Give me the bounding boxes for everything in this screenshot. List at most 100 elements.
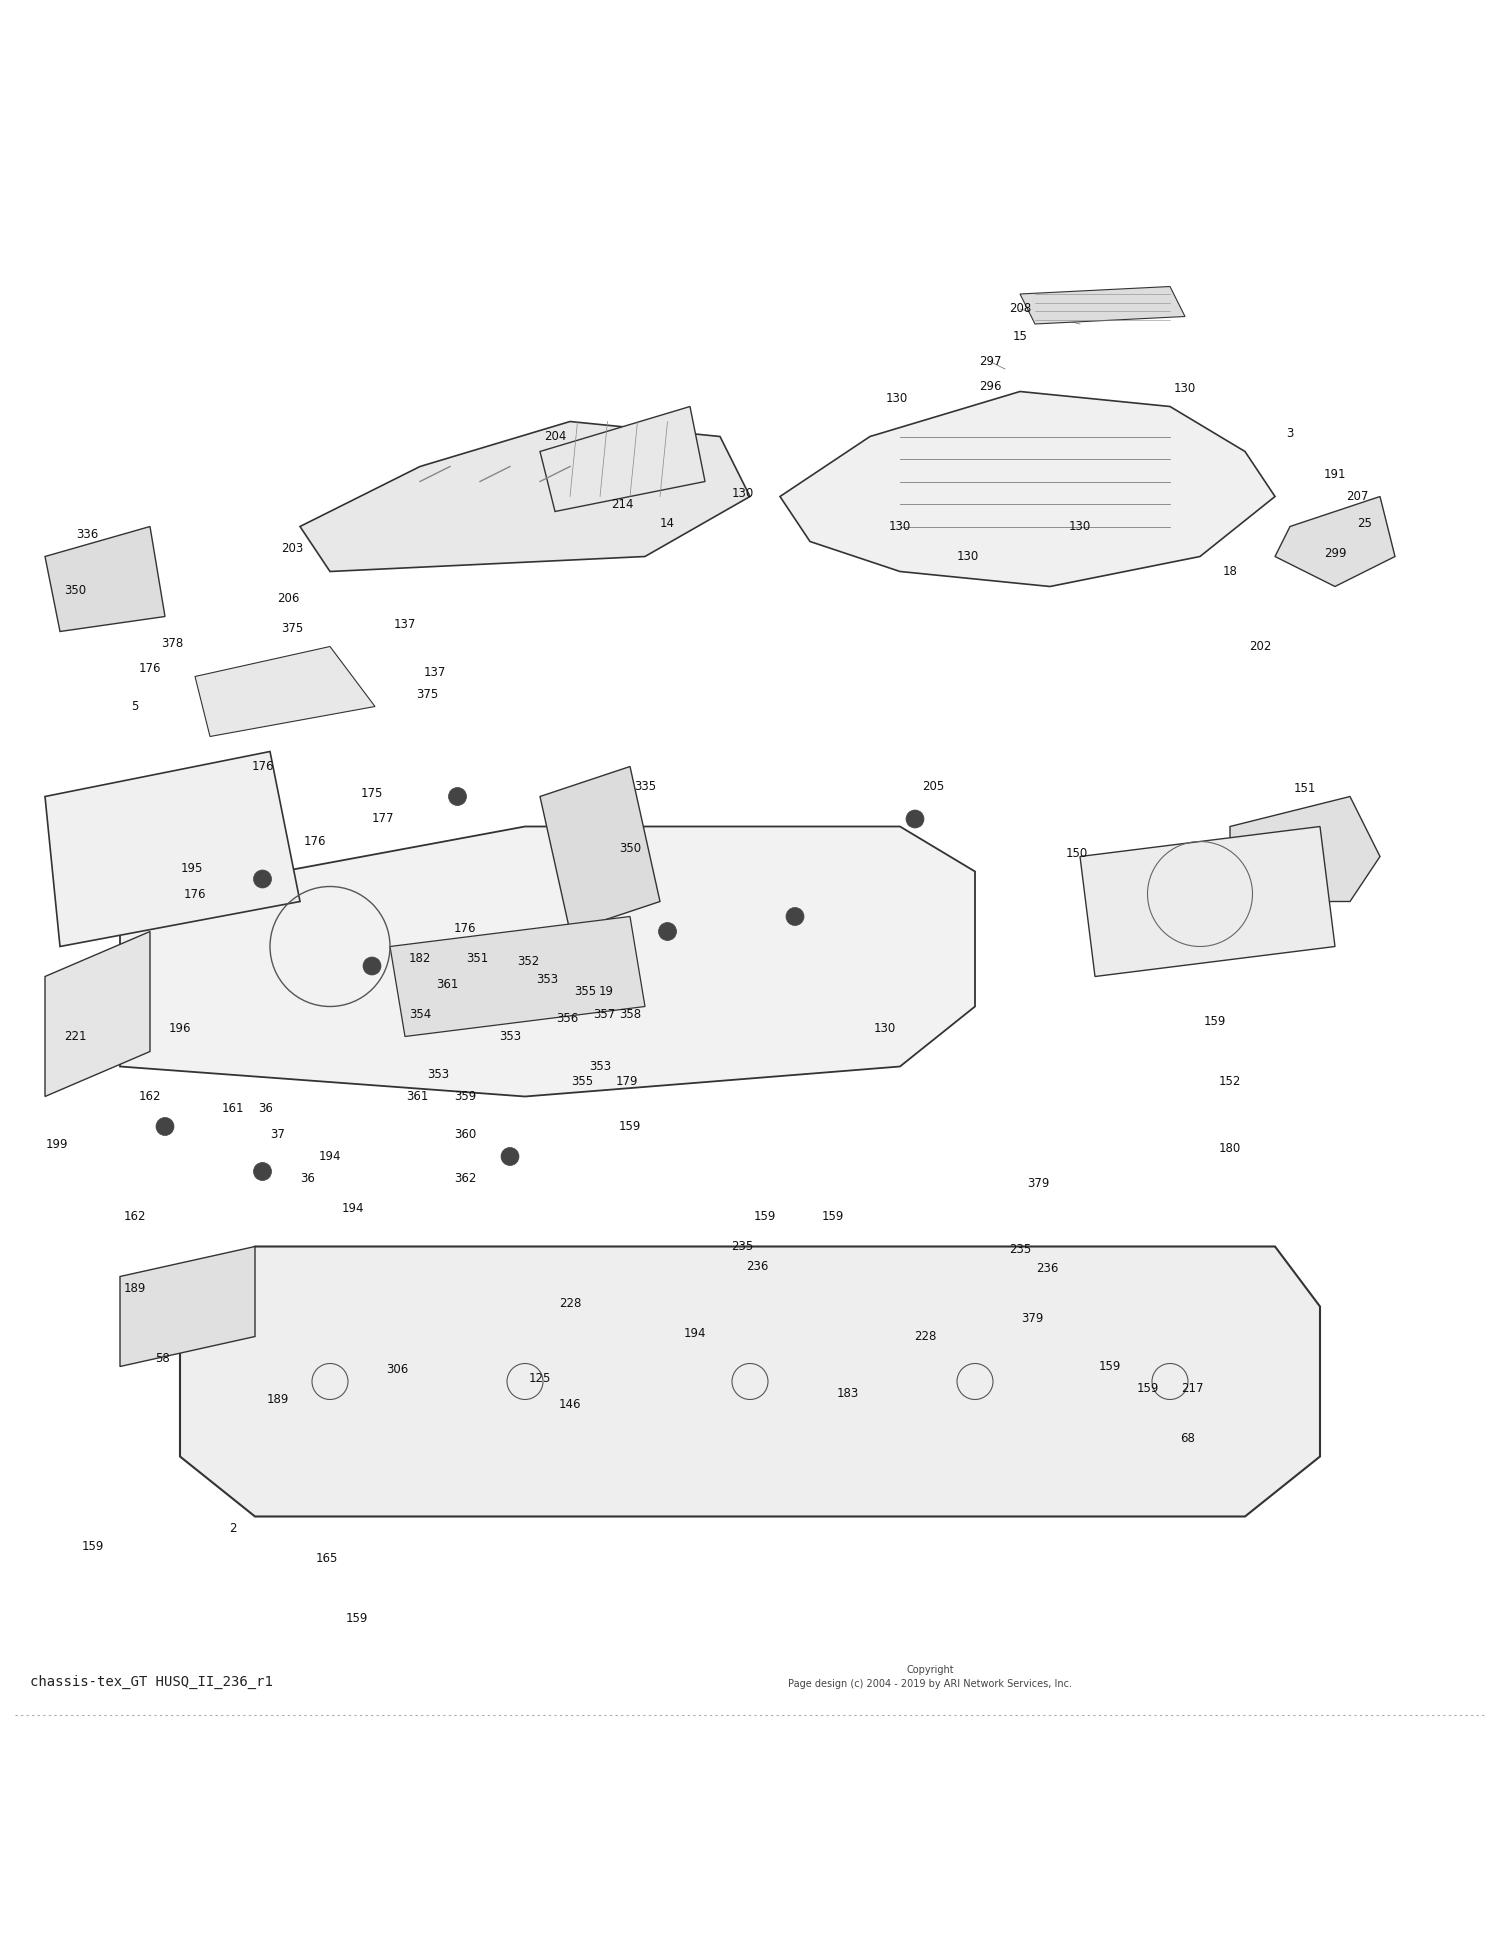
Polygon shape — [300, 422, 750, 572]
Text: 5: 5 — [132, 699, 138, 713]
Circle shape — [254, 869, 272, 889]
Text: ARI PartStream™: ARI PartStream™ — [621, 1049, 789, 1068]
Text: 356: 356 — [556, 1012, 578, 1025]
Text: 159: 159 — [822, 1211, 843, 1223]
Text: 375: 375 — [417, 687, 438, 701]
Polygon shape — [540, 406, 705, 512]
Text: 354: 354 — [410, 1008, 430, 1021]
Polygon shape — [45, 752, 300, 947]
Text: 180: 180 — [1220, 1143, 1240, 1156]
Text: 336: 336 — [76, 527, 98, 541]
Text: 351: 351 — [466, 951, 488, 965]
Circle shape — [786, 908, 804, 926]
Text: 355: 355 — [574, 984, 596, 998]
Text: 359: 359 — [454, 1090, 476, 1103]
Text: 217: 217 — [1182, 1383, 1203, 1396]
Polygon shape — [390, 916, 645, 1037]
Polygon shape — [780, 391, 1275, 586]
Text: 176: 176 — [251, 760, 273, 773]
Text: 176: 176 — [453, 922, 477, 935]
Text: 196: 196 — [168, 1023, 192, 1035]
Text: 146: 146 — [558, 1398, 582, 1410]
Text: 25: 25 — [1358, 518, 1372, 529]
Text: 353: 353 — [537, 973, 558, 986]
Text: 194: 194 — [318, 1150, 340, 1162]
Polygon shape — [540, 766, 660, 932]
Text: 236: 236 — [747, 1260, 768, 1273]
Polygon shape — [45, 527, 165, 631]
Text: 350: 350 — [620, 842, 640, 855]
Text: 36: 36 — [300, 1172, 315, 1185]
Text: 191: 191 — [1323, 467, 1347, 480]
Text: 130: 130 — [874, 1023, 896, 1035]
Text: 125: 125 — [530, 1373, 550, 1385]
Polygon shape — [120, 826, 975, 1096]
Text: 3: 3 — [1287, 428, 1293, 439]
Text: 352: 352 — [518, 955, 538, 969]
Polygon shape — [1080, 826, 1335, 976]
Polygon shape — [180, 1246, 1320, 1516]
Text: 379: 379 — [1022, 1312, 1042, 1324]
Circle shape — [448, 787, 466, 805]
Text: 176: 176 — [138, 662, 162, 676]
Circle shape — [156, 1117, 174, 1135]
Text: 58: 58 — [154, 1353, 170, 1365]
Text: 199: 199 — [45, 1139, 69, 1150]
Text: 361: 361 — [436, 978, 457, 990]
Text: 137: 137 — [394, 617, 416, 631]
Text: 375: 375 — [282, 621, 303, 635]
Text: 159: 159 — [1137, 1383, 1158, 1396]
Text: 214: 214 — [612, 498, 633, 510]
Text: 162: 162 — [123, 1211, 147, 1223]
Text: 228: 228 — [915, 1330, 936, 1344]
Text: 361: 361 — [406, 1090, 427, 1103]
Polygon shape — [1020, 287, 1185, 324]
Text: 159: 159 — [620, 1119, 640, 1133]
Text: 362: 362 — [454, 1172, 476, 1185]
Text: 130: 130 — [886, 393, 908, 406]
Text: 150: 150 — [1066, 848, 1088, 859]
Polygon shape — [195, 646, 375, 736]
Text: 355: 355 — [572, 1074, 592, 1088]
Text: 130: 130 — [1174, 383, 1196, 395]
Polygon shape — [1275, 496, 1395, 586]
Text: 207: 207 — [1347, 490, 1368, 504]
Polygon shape — [120, 1246, 255, 1367]
Text: 37: 37 — [270, 1127, 285, 1141]
Text: 182: 182 — [410, 951, 430, 965]
Text: 130: 130 — [1070, 519, 1090, 533]
Text: 357: 357 — [594, 1008, 615, 1021]
Text: 208: 208 — [1010, 303, 1031, 316]
Text: 194: 194 — [682, 1326, 705, 1340]
Text: 151: 151 — [1294, 783, 1316, 795]
Polygon shape — [1230, 797, 1380, 902]
Text: 360: 360 — [454, 1127, 476, 1141]
Text: 353: 353 — [427, 1068, 448, 1080]
Text: 353: 353 — [590, 1060, 610, 1072]
Text: 68: 68 — [1180, 1432, 1196, 1445]
Text: 194: 194 — [340, 1203, 363, 1215]
Text: 202: 202 — [1250, 641, 1270, 652]
Text: 130: 130 — [890, 519, 910, 533]
Text: 350: 350 — [64, 584, 86, 598]
Text: 176: 176 — [183, 887, 206, 900]
Text: 205: 205 — [922, 779, 944, 793]
Text: 36: 36 — [258, 1101, 273, 1115]
Text: 306: 306 — [387, 1363, 408, 1377]
Text: 162: 162 — [138, 1090, 162, 1103]
Text: 299: 299 — [1323, 547, 1347, 561]
Circle shape — [254, 1162, 272, 1180]
Text: 175: 175 — [362, 787, 382, 801]
Text: 14: 14 — [660, 518, 675, 529]
Text: 228: 228 — [560, 1297, 580, 1310]
Text: 195: 195 — [182, 861, 203, 875]
Text: 183: 183 — [837, 1387, 858, 1400]
Text: 379: 379 — [1028, 1178, 1048, 1189]
Text: 130: 130 — [732, 486, 753, 500]
Text: 335: 335 — [634, 779, 656, 793]
Text: 159: 159 — [82, 1541, 104, 1553]
Text: 206: 206 — [278, 592, 298, 605]
Text: 296: 296 — [978, 381, 1002, 393]
Text: chassis-tex_GT HUSQ_II_236_r1: chassis-tex_GT HUSQ_II_236_r1 — [30, 1676, 273, 1689]
Text: 159: 159 — [346, 1611, 368, 1625]
